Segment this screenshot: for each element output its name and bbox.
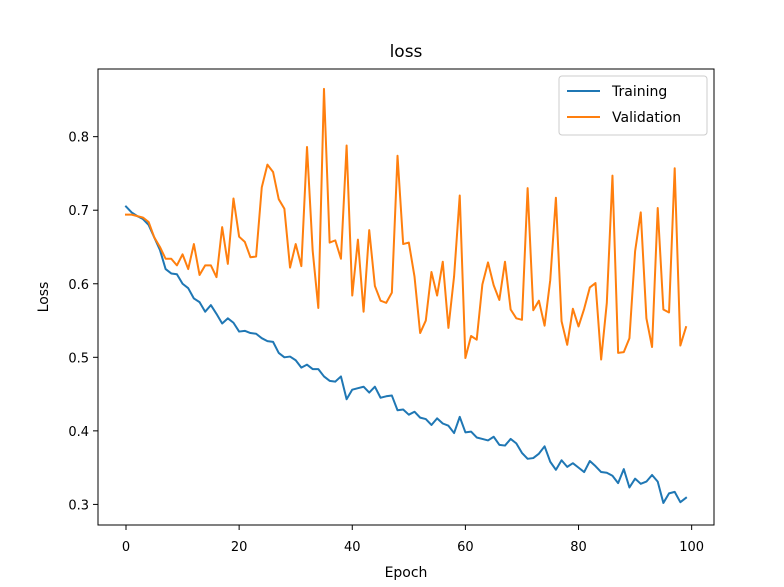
series-layer [124, 87, 688, 504]
y-tick-label: 0.6 [68, 278, 89, 293]
legend: Training Validation [558, 75, 708, 136]
x-axis-ticks: 0 20 40 60 80 100 [122, 525, 704, 555]
x-tick-label: 60 [457, 540, 474, 555]
y-axis-label: Loss [36, 282, 52, 313]
legend-label-training: Training [611, 84, 667, 100]
x-tick-label: 40 [344, 540, 361, 555]
y-tick-label: 0.3 [68, 498, 89, 513]
series-line-validation [125, 87, 688, 361]
plot-frame [97, 68, 715, 526]
y-tick-label: 0.7 [68, 204, 89, 219]
y-tick-label: 0.4 [68, 425, 89, 440]
y-tick-label: 0.8 [68, 131, 89, 146]
y-tick-label: 0.5 [68, 351, 89, 366]
x-tick-label: 100 [679, 540, 704, 555]
series-line-training [124, 205, 688, 504]
legend-label-validation: Validation [612, 110, 681, 126]
y-axis-ticks: 0.3 0.4 0.5 0.6 0.7 0.8 [68, 131, 98, 513]
plot-area [98, 69, 714, 525]
x-tick-label: 80 [570, 540, 587, 555]
x-axis-label: Epoch [385, 565, 428, 581]
x-tick-label: 0 [122, 540, 130, 555]
x-tick-label: 20 [231, 540, 248, 555]
chart-title: loss [390, 42, 423, 62]
